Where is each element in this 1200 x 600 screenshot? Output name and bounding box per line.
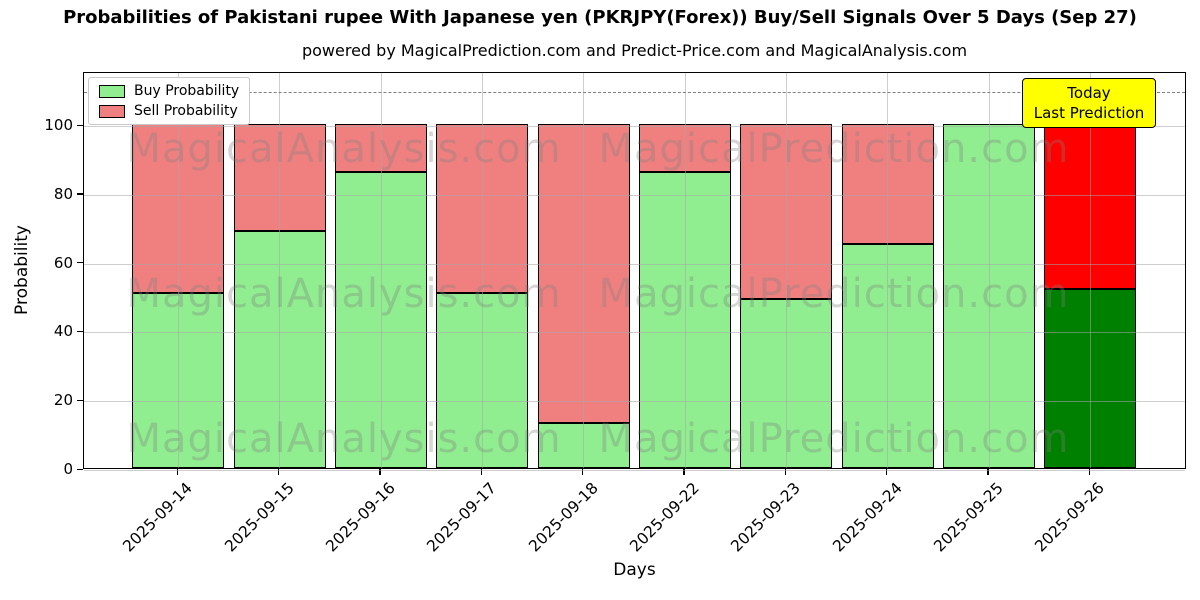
y-tick-label: 100 — [44, 116, 73, 134]
x-tick-label: 2025-09-14 — [119, 479, 197, 556]
x-axis-tick — [886, 469, 888, 475]
grid-line-horizontal — [84, 332, 1185, 334]
legend-label-sell: Sell Probability — [134, 103, 238, 119]
y-tick-label: 20 — [53, 391, 73, 410]
y-tick-label: 60 — [53, 253, 73, 272]
grid-line-vertical — [583, 73, 585, 468]
x-tick-label: 2025-09-16 — [322, 479, 399, 556]
y-tick-label: 0 — [63, 460, 73, 478]
y-tick-label: 40 — [53, 322, 73, 341]
x-axis-label: Days — [613, 560, 656, 580]
x-axis-tick — [784, 469, 787, 475]
y-tick-label: 80 — [53, 184, 73, 203]
legend: Buy Probability Sell Probability — [88, 77, 251, 125]
x-axis-tick — [480, 469, 483, 475]
y-axis-tick — [77, 399, 83, 402]
grid-line-vertical — [380, 73, 382, 468]
x-tick-label: 2025-09-23 — [727, 479, 805, 556]
x-tick-label: 2025-09-17 — [423, 479, 501, 556]
x-axis-tick — [987, 469, 989, 475]
grid-line-vertical — [1089, 73, 1091, 468]
grid-line-horizontal — [84, 470, 1185, 471]
x-axis-tick — [176, 469, 178, 475]
today-annotation-line2: Last Prediction — [1033, 104, 1145, 122]
x-tick-label: 2025-09-18 — [524, 479, 602, 556]
y-axis-tick — [77, 193, 83, 195]
chart-title: Probabilities of Pakistani rupee With Ja… — [63, 7, 1137, 28]
grid-line-vertical — [785, 73, 787, 468]
x-axis-tick — [1088, 469, 1091, 475]
y-axis-tick — [77, 262, 83, 264]
y-axis-tick — [77, 124, 83, 126]
today-annotation-line1: Today — [1067, 83, 1111, 102]
grid-line-vertical — [481, 73, 483, 468]
x-tick-label: 2025-09-24 — [829, 479, 906, 556]
y-axis-tick — [77, 330, 83, 333]
legend-swatch-buy — [99, 84, 125, 98]
grid-line-vertical — [684, 73, 686, 468]
x-tick-label: 2025-09-22 — [626, 479, 703, 556]
y-axis-tick — [77, 468, 83, 470]
grid-line-vertical — [988, 73, 990, 468]
x-tick-label: 2025-09-25 — [930, 479, 1007, 556]
legend-item-sell: Sell Probability — [99, 103, 239, 119]
grid-line-horizontal — [84, 194, 1185, 196]
x-axis-tick — [582, 469, 584, 475]
grid-line-vertical — [279, 73, 281, 468]
grid-line-vertical — [177, 73, 179, 468]
plot-area — [83, 72, 1186, 471]
grid-line-horizontal — [84, 401, 1185, 403]
dashed-guideline — [84, 91, 1185, 93]
chart-subtitle: powered by MagicalPrediction.com and Pre… — [301, 41, 968, 60]
grid-line-horizontal — [84, 263, 1185, 265]
x-axis-tick — [379, 469, 381, 475]
legend-label-buy: Buy Probability — [134, 83, 240, 99]
legend-item-buy: Buy Probability — [99, 83, 239, 99]
today-annotation: Today Last Prediction — [1022, 78, 1156, 128]
x-tick-label: 2025-09-15 — [220, 479, 298, 556]
x-axis-tick — [683, 469, 685, 475]
grid-line-vertical — [887, 73, 889, 468]
x-tick-label: 2025-09-26 — [1031, 479, 1109, 556]
x-axis-tick — [277, 469, 280, 475]
legend-swatch-sell — [99, 104, 125, 118]
grid-line-horizontal — [84, 126, 1185, 127]
